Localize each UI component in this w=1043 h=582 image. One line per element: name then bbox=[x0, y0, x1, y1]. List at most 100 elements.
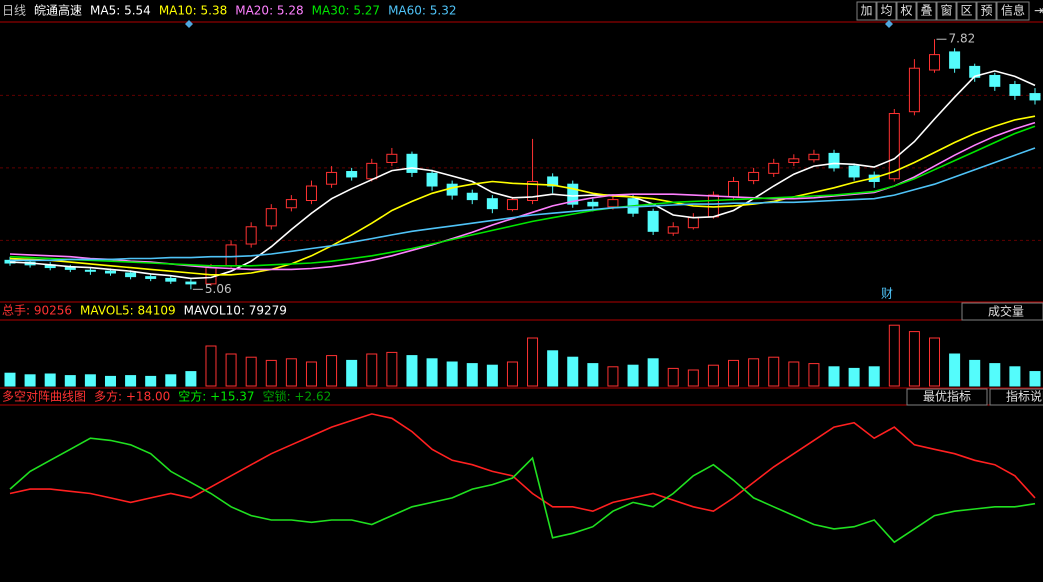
toolbar-label[interactable]: 预 bbox=[980, 4, 992, 18]
candle-body bbox=[326, 171, 338, 185]
candle-body bbox=[667, 226, 679, 234]
volume-bar bbox=[305, 361, 317, 387]
volume-bar bbox=[386, 351, 398, 387]
series-line bbox=[10, 147, 1036, 262]
volume-bar bbox=[506, 361, 518, 387]
header-text: MA5: 5.54 bbox=[90, 4, 151, 18]
toolbar-label[interactable]: 区 bbox=[960, 4, 972, 18]
candle-body bbox=[748, 171, 760, 182]
header-text: MA20: 5.28 bbox=[235, 4, 303, 18]
volume-bar bbox=[205, 345, 217, 387]
volume-bar bbox=[446, 361, 458, 387]
indicator-button-label[interactable]: 最优指标 bbox=[923, 389, 971, 404]
candle-body bbox=[607, 199, 619, 208]
volume-bar bbox=[527, 337, 539, 387]
toolbar-arrow[interactable]: ⇥ bbox=[1034, 4, 1043, 18]
volume-bar bbox=[627, 364, 639, 387]
candle-body bbox=[64, 267, 76, 270]
header-text: MA60: 5.32 bbox=[388, 4, 456, 18]
volume-bar bbox=[707, 364, 719, 387]
volume-bar bbox=[848, 367, 860, 387]
candle-body bbox=[527, 180, 539, 202]
volume-bar bbox=[285, 358, 297, 387]
candle-body bbox=[285, 199, 297, 209]
volume-bar bbox=[185, 371, 197, 387]
volume-bar bbox=[265, 359, 277, 387]
candle-body bbox=[305, 185, 317, 202]
candle-body bbox=[1029, 93, 1041, 101]
volume-bar bbox=[868, 366, 880, 387]
volume-bar bbox=[125, 375, 137, 387]
candle-body bbox=[506, 199, 518, 211]
volume-bar bbox=[768, 356, 780, 387]
candle-body bbox=[104, 270, 116, 274]
candle-body bbox=[647, 210, 659, 232]
toolbar-label[interactable]: 窗 bbox=[940, 4, 952, 18]
volume-button[interactable] bbox=[961, 302, 1043, 321]
candle-body bbox=[687, 217, 699, 229]
header-text: MA10: 5.38 bbox=[159, 4, 227, 18]
toolbar-button[interactable] bbox=[856, 1, 877, 21]
header-text: 多空对阵曲线图 bbox=[2, 390, 86, 404]
candle-body bbox=[888, 113, 900, 180]
candle-body bbox=[486, 198, 498, 210]
indicator-button-label[interactable]: 指标说明 bbox=[1006, 389, 1043, 404]
candle-body bbox=[245, 226, 257, 245]
volume-bar bbox=[225, 353, 237, 387]
toolbar-label[interactable]: 信息 bbox=[1001, 3, 1025, 18]
volume-bar bbox=[728, 359, 740, 387]
candle-body bbox=[1009, 84, 1021, 96]
candle-body bbox=[808, 153, 820, 161]
indicator-button[interactable] bbox=[906, 388, 988, 406]
header-text: MAVOL10: 79279 bbox=[184, 304, 287, 318]
candle-body bbox=[366, 162, 378, 180]
candle-body bbox=[145, 276, 157, 279]
volume-bar bbox=[687, 369, 699, 387]
toolbar-label[interactable]: 叠 bbox=[920, 4, 932, 18]
volume-bar bbox=[366, 353, 378, 387]
annotation: 5.06 bbox=[205, 282, 232, 296]
candle-body bbox=[908, 67, 920, 113]
volume-bar bbox=[1029, 371, 1041, 387]
header-text: 总手: 90256 bbox=[2, 304, 72, 318]
volume-bar bbox=[4, 372, 16, 387]
header-text: MAVOL5: 84109 bbox=[80, 304, 176, 318]
toolbar-label[interactable]: 均 bbox=[880, 4, 892, 18]
candle-body bbox=[929, 54, 941, 71]
volume-bar bbox=[929, 337, 941, 387]
volume-button-label[interactable]: 成交量 bbox=[988, 304, 1024, 319]
annotation: 7.82 bbox=[949, 32, 976, 46]
toolbar-button[interactable] bbox=[956, 1, 977, 21]
volume-bar bbox=[949, 353, 961, 387]
candle-body bbox=[125, 272, 137, 278]
candle-body bbox=[406, 153, 418, 173]
volume-bar bbox=[607, 366, 619, 387]
volume-bar bbox=[828, 366, 840, 387]
candle-body bbox=[185, 281, 197, 285]
toolbar-button[interactable] bbox=[936, 1, 957, 21]
candle-body bbox=[768, 162, 780, 174]
header-text: 空锁: +2.62 bbox=[263, 389, 332, 404]
candle-body bbox=[989, 74, 1001, 87]
series-line bbox=[9, 115, 1036, 276]
volume-bar bbox=[426, 358, 438, 387]
candle-body bbox=[728, 180, 740, 198]
toolbar-button[interactable] bbox=[896, 1, 917, 21]
toolbar-button[interactable] bbox=[996, 1, 1030, 21]
toolbar-button[interactable] bbox=[916, 1, 937, 21]
toolbar-button[interactable] bbox=[976, 1, 997, 21]
toolbar-button[interactable] bbox=[876, 1, 897, 21]
volume-bar bbox=[245, 356, 257, 387]
volume-bar bbox=[888, 324, 900, 387]
candle-body bbox=[165, 277, 177, 282]
toolbar-label[interactable]: 加 bbox=[860, 4, 872, 18]
candle-body bbox=[547, 176, 559, 187]
volume-bar bbox=[989, 363, 1001, 387]
indicator-button[interactable] bbox=[989, 388, 1043, 406]
volume-bar bbox=[24, 374, 36, 387]
toolbar-label[interactable]: 权 bbox=[900, 4, 912, 18]
volume-bar bbox=[808, 363, 820, 387]
volume-bar bbox=[908, 331, 920, 387]
volume-bar bbox=[145, 375, 157, 387]
candle-body bbox=[265, 208, 277, 227]
